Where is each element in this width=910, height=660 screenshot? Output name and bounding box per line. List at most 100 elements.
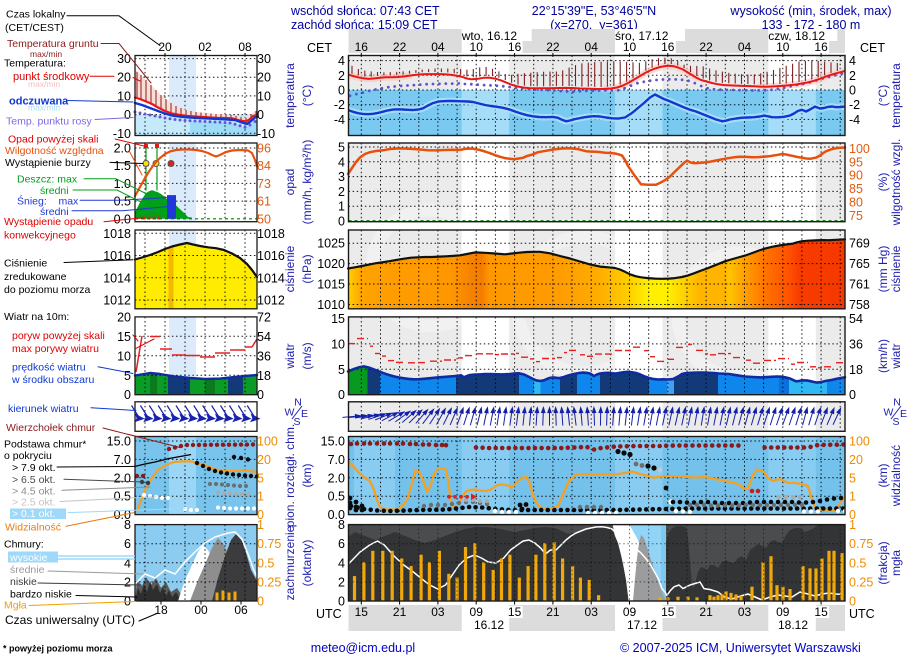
svg-text:5: 5 (849, 471, 856, 485)
svg-text:54: 54 (849, 312, 863, 326)
svg-text:max porywy wiatru: max porywy wiatru (12, 343, 99, 355)
svg-text:Temp. punktu rosy: Temp. punktu rosy (6, 116, 93, 128)
svg-text:10: 10 (776, 40, 790, 54)
svg-text:2: 2 (338, 185, 345, 199)
svg-text:758: 758 (849, 298, 870, 312)
svg-text:84: 84 (257, 159, 271, 173)
svg-text:0: 0 (338, 595, 345, 609)
svg-text:22: 22 (699, 40, 713, 54)
svg-text:czw, 18.12: czw, 18.12 (768, 29, 825, 43)
svg-text:17.12: 17.12 (627, 618, 657, 632)
svg-text:1025: 1025 (317, 237, 345, 251)
svg-text:0.5: 0.5 (114, 490, 131, 504)
svg-text:1016: 1016 (103, 249, 131, 263)
svg-text:-4: -4 (334, 113, 345, 127)
svg-text:10: 10 (117, 349, 131, 363)
svg-text:15: 15 (331, 312, 345, 326)
svg-text:22: 22 (393, 40, 407, 54)
svg-text:wiatr: wiatr (889, 343, 903, 369)
svg-text:-10: -10 (257, 127, 275, 141)
svg-text:średni: średni (40, 185, 69, 197)
svg-text:4: 4 (338, 155, 345, 169)
svg-text:o pokryciu: o pokryciu (4, 450, 52, 462)
svg-text:wschód słońca: 07:43 CET: wschód słońca: 07:43 CET (290, 4, 440, 18)
svg-text:100: 100 (849, 142, 870, 156)
svg-text:0: 0 (849, 84, 856, 98)
svg-text:7.0: 7.0 (328, 453, 345, 467)
svg-text:0: 0 (338, 215, 345, 229)
svg-text:E: E (301, 408, 308, 420)
svg-text:> 7.9 okt.: > 7.9 okt. (12, 462, 56, 474)
svg-text:0: 0 (257, 108, 264, 122)
svg-text:10: 10 (623, 40, 637, 54)
svg-text:S: S (293, 416, 300, 428)
svg-text:1.0: 1.0 (114, 177, 131, 191)
svg-text:Chmury:: Chmury: (4, 538, 44, 550)
svg-text:> 0.1 okt.: > 0.1 okt. (12, 508, 56, 520)
svg-text:zredukowane: zredukowane (4, 271, 67, 283)
svg-text:4: 4 (338, 54, 345, 68)
svg-text:Wierzchołek chmur: Wierzchołek chmur (6, 422, 96, 434)
svg-text:20: 20 (117, 310, 131, 324)
svg-text:15: 15 (661, 605, 675, 619)
svg-text:85: 85 (849, 182, 863, 196)
svg-text:w środku obszaru: w środku obszaru (11, 374, 94, 386)
svg-text:4: 4 (124, 556, 131, 570)
svg-text:0: 0 (338, 388, 345, 402)
svg-text:CET: CET (307, 41, 332, 55)
svg-text:0: 0 (257, 595, 264, 609)
svg-text:0: 0 (338, 84, 345, 98)
svg-text:Temperatura gruntu: Temperatura gruntu (7, 38, 99, 50)
svg-text:N: N (294, 397, 302, 409)
svg-text:Wiatr na 10m:: Wiatr na 10m: (4, 311, 69, 323)
svg-text:temperatura: temperatura (283, 63, 297, 128)
svg-text:16.12: 16.12 (474, 618, 504, 632)
svg-text:10: 10 (470, 40, 484, 54)
svg-text:1015: 1015 (317, 278, 345, 292)
svg-text:wto, 16.12: wto, 16.12 (461, 29, 518, 43)
svg-text:0.25: 0.25 (849, 575, 873, 589)
svg-text:75: 75 (849, 209, 863, 223)
svg-text:03: 03 (431, 605, 445, 619)
svg-text:5: 5 (124, 369, 131, 383)
svg-text:0.5: 0.5 (849, 556, 866, 570)
svg-text:20: 20 (117, 71, 131, 85)
svg-text:konwekcyjnego: konwekcyjnego (4, 230, 76, 242)
svg-text:(km): (km) (300, 464, 314, 488)
svg-text:Mgła: Mgła (4, 600, 27, 612)
svg-text:10: 10 (257, 89, 271, 103)
svg-text:100: 100 (849, 435, 870, 449)
svg-text:max/min: max/min (28, 103, 60, 113)
svg-text:średnie: średnie (10, 564, 45, 576)
svg-text:2: 2 (338, 69, 345, 83)
svg-text:03: 03 (738, 605, 752, 619)
svg-text:1: 1 (257, 518, 264, 532)
svg-text:09: 09 (623, 605, 637, 619)
svg-text:21: 21 (393, 605, 407, 619)
svg-text:21: 21 (546, 605, 560, 619)
svg-text:30: 30 (257, 52, 271, 66)
svg-text:0: 0 (257, 508, 264, 522)
svg-text:-4: -4 (849, 113, 860, 127)
svg-text:S: S (892, 416, 899, 428)
svg-text:0: 0 (849, 595, 856, 609)
svg-text:4: 4 (338, 556, 345, 570)
svg-text:769: 769 (849, 237, 870, 251)
svg-text:pion. rozciągł. chm.: pion. rozciągł. chm. (283, 424, 297, 527)
svg-text:16: 16 (508, 40, 522, 54)
svg-text:średni: średni (40, 206, 69, 218)
svg-text:W: W (884, 407, 894, 419)
svg-text:1012: 1012 (103, 294, 131, 308)
svg-text:90: 90 (849, 169, 863, 183)
svg-text:niskie: niskie (10, 576, 37, 588)
svg-text:95: 95 (849, 155, 863, 169)
svg-text:1012: 1012 (257, 294, 285, 308)
svg-text:> 4.5 okt.: > 4.5 okt. (12, 486, 56, 498)
svg-text:80: 80 (849, 196, 863, 210)
svg-text:0.75: 0.75 (257, 537, 281, 551)
svg-text:mgła: mgła (889, 550, 903, 576)
svg-text:36: 36 (257, 349, 271, 363)
svg-text:15: 15 (508, 605, 522, 619)
svg-text:20: 20 (849, 453, 863, 467)
svg-text:2: 2 (338, 575, 345, 589)
